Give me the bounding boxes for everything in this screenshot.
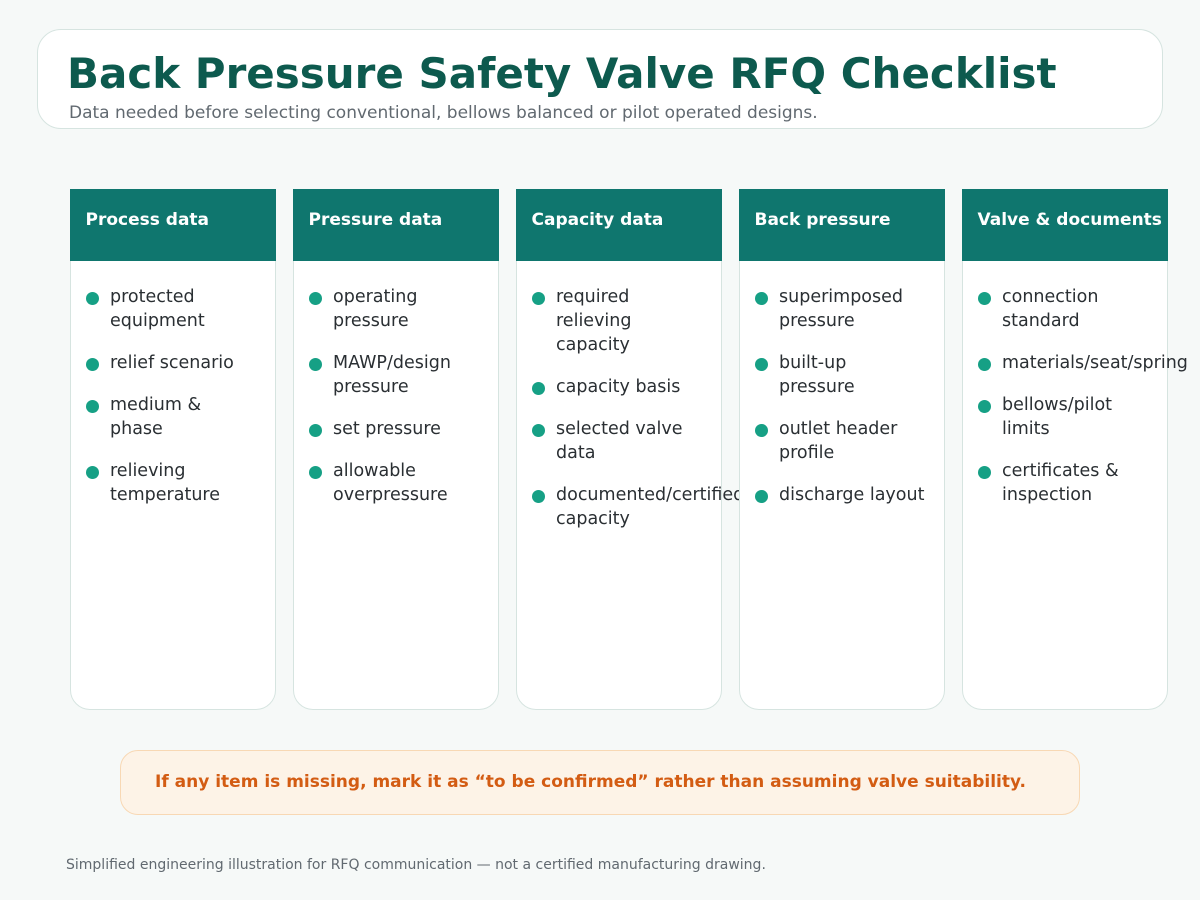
checklist-item: allowable overpressure [309,459,609,507]
bullet-dot-icon [86,358,99,371]
bullet-dot-icon [755,358,768,371]
bullet-dot-icon [309,292,322,305]
bullet-dot-icon [755,292,768,305]
card-title: Capacity data [531,210,664,230]
checklist-item: discharge layout [755,483,1055,507]
bullet-dot-icon [532,424,545,437]
checklist-item: selected valve data [532,417,832,465]
bullet-dot-icon [309,358,322,371]
checklist-card: Process data protected equipment relief sc… [69,189,276,710]
checklist-item: materials/seat/spring [978,351,1200,375]
bullet-dot-icon [978,400,991,413]
checklist-item-text: required relieving capacity [556,287,632,355]
checklist-item: relief scenario [86,351,386,375]
bullet-dot-icon [309,466,322,479]
card-header: Pressure data [292,189,499,261]
bullet-dot-icon [978,466,991,479]
checklist-item: set pressure [309,417,609,441]
card-header: Process data [69,189,276,261]
footer-disclaimer: Simplified engineering illustration for … [66,857,766,873]
checklist-item-text: relief scenario [110,353,234,373]
checklist-item: medium & phase [86,393,386,441]
checklist-item-text: certificates & inspection [1002,461,1119,505]
bullet-dot-icon [755,424,768,437]
card-title: Back pressure [754,210,891,230]
checklist-item-text: protected equipment [110,287,205,331]
page-title: Back Pressure Safety Valve RFQ Checklist [67,49,1057,98]
checklist-item: operating pressure [309,285,609,333]
checklist-item: superimposed pressure [755,285,1055,333]
card-title: Valve & documents [977,210,1162,230]
checklist-items: superimposed pressure built-up pressure ou… [755,285,1055,525]
bullet-dot-icon [86,292,99,305]
card-header: Back pressure [738,189,945,261]
checklist-item-text: built-up pressure [779,353,855,397]
checklist-item-text: connection standard [1002,287,1099,331]
checklist-item-text: MAWP/design pressure [333,353,451,397]
checklist-item-text: bellows/pilot limits [1002,395,1113,439]
checklist-item-text: outlet header profile [779,419,898,463]
checklist-items: required relieving capacity capacity basi… [532,285,832,549]
checklist-item: required relieving capacity [532,285,832,357]
checklist-items: protected equipment relief scenario medium… [86,285,386,525]
card-title: Process data [85,210,210,230]
checklist-item: documented/certified capacity [532,483,832,531]
bullet-dot-icon [532,292,545,305]
checklist-item: protected equipment [86,285,386,333]
card-header: Valve & documents [961,189,1168,261]
checklist-item-text: superimposed pressure [779,287,903,331]
checklist-item: connection standard [978,285,1200,333]
bullet-dot-icon [532,382,545,395]
checklist-item-text: allowable overpressure [333,461,448,505]
bullet-dot-icon [978,358,991,371]
warning-note-text: If any item is missing, mark it as “to b… [155,772,1026,792]
checklist-item-text: operating pressure [333,287,418,331]
checklist-item-text: medium & phase [110,395,202,439]
checklist-card: Back pressure superimposed pressure built-… [738,189,945,710]
bullet-dot-icon [86,400,99,413]
checklist-item: bellows/pilot limits [978,393,1200,441]
checklist-item: outlet header profile [755,417,1055,465]
checklist-item: certificates & inspection [978,459,1200,507]
card-title: Pressure data [308,210,443,230]
checklist-item-text: documented/certified capacity [556,485,745,529]
checklist-card: Capacity data required relieving capacity… [515,189,744,710]
checklist-items: connection standard materials/seat/spring… [978,285,1200,525]
checklist-item-text: materials/seat/spring [1002,353,1188,373]
checklist-item: relieving temperature [86,459,386,507]
page-subtitle: Data needed before selecting conventiona… [69,103,818,123]
warning-note: If any item is missing, mark it as “to b… [120,750,1080,815]
checklist-item-text: relieving temperature [110,461,220,505]
checklist-item-text: selected valve data [556,419,683,463]
checklist-item-text: set pressure [333,419,441,439]
checklist-item: MAWP/design pressure [309,351,609,399]
card-header: Capacity data [515,189,722,261]
checklist-item-text: capacity basis [556,377,681,397]
checklist-card: Valve & documents connection standard mate… [961,189,1188,710]
checklist-item: capacity basis [532,375,832,399]
checklist-card: Pressure data operating pressure MAWP/desi… [292,189,499,710]
bullet-dot-icon [755,490,768,503]
bullet-dot-icon [309,424,322,437]
checklist-items: operating pressure MAWP/design pressure se… [309,285,609,525]
checklist-item: built-up pressure [755,351,1055,399]
checklist-item-text: discharge layout [779,485,925,505]
bullet-dot-icon [532,490,545,503]
title-card: Back Pressure Safety Valve RFQ Checklist… [37,29,1163,129]
bullet-dot-icon [86,466,99,479]
bullet-dot-icon [978,292,991,305]
